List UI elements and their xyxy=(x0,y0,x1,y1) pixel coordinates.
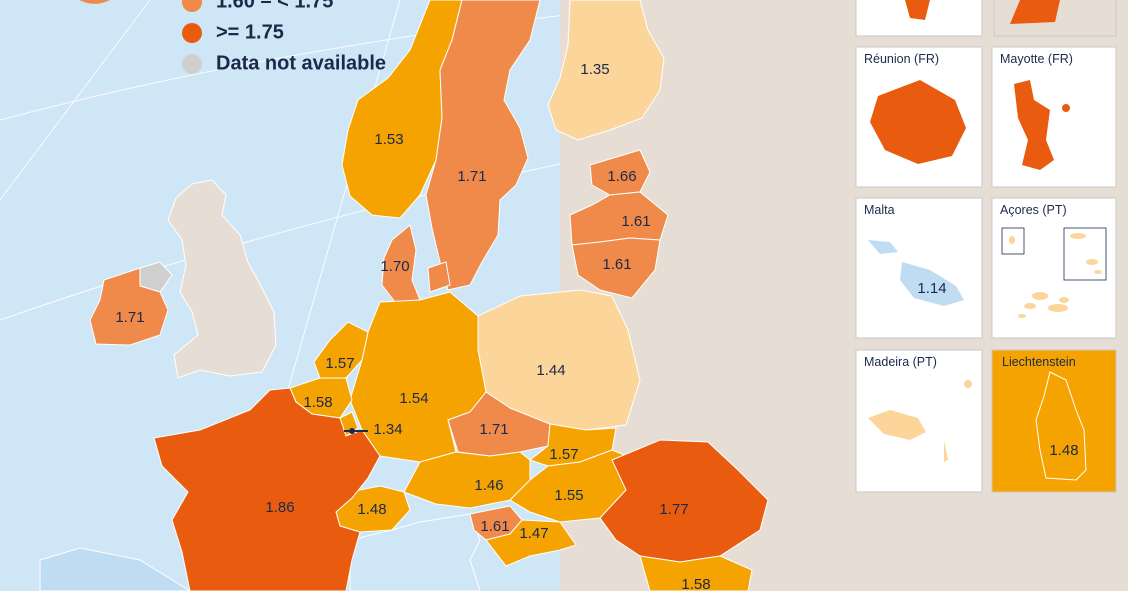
malta-gozo xyxy=(868,240,898,254)
austria xyxy=(403,451,531,509)
label-ireland: 1.71 xyxy=(115,309,144,326)
label-latvia: 1.61 xyxy=(621,213,650,230)
label-croatia: 1.61 xyxy=(480,518,509,535)
spain-fragment xyxy=(39,547,191,591)
label-poland: 1.44 xyxy=(536,362,565,379)
sweden xyxy=(425,0,541,291)
label-slovakia: 1.57 xyxy=(549,446,578,463)
label-romania: 1.77 xyxy=(659,501,688,518)
label-switzerland: 1.48 xyxy=(357,501,386,518)
label-finland: 1.35 xyxy=(580,61,609,78)
legend-label-1-60-1-75: 1.60 – < 1.75 xyxy=(216,0,333,12)
label-luxembourg: 1.34 xyxy=(373,421,402,438)
inset-top-left-shape xyxy=(905,0,930,20)
label-sweden: 1.71 xyxy=(457,168,486,185)
label-lithuania: 1.61 xyxy=(602,256,631,273)
bulgaria xyxy=(639,555,753,591)
finland xyxy=(547,0,665,141)
inset-liechtenstein-title: Liechtenstein xyxy=(1002,355,1076,369)
label-slovenia: 1.47 xyxy=(519,525,548,542)
legend-partial-swatch xyxy=(79,0,110,4)
azores-subframe-central xyxy=(1063,227,1107,281)
insets: Réunion (FR) Mayotte (FR) Malta 1.14 Aço… xyxy=(855,0,1117,493)
inset-liechtenstein-value: 1.48 xyxy=(1049,442,1078,459)
legend-label-ge-1-75: >= 1.75 xyxy=(216,21,284,43)
italy xyxy=(349,513,481,591)
lithuania xyxy=(571,237,661,299)
inset-azores-title: Açores (PT) xyxy=(1000,203,1067,217)
label-hungary: 1.55 xyxy=(554,487,583,504)
inset-mayotte-title: Mayotte (FR) xyxy=(1000,52,1073,66)
netherlands xyxy=(313,321,369,379)
region-labels: 1.86 1.77 1.71 1.71 1.71 1.70 1.66 1.61 … xyxy=(115,61,710,591)
azores-islands xyxy=(1009,233,1102,318)
label-czechia: 1.71 xyxy=(479,421,508,438)
inset-reunion-title: Réunion (FR) xyxy=(864,52,939,66)
legend-swatch-no-data xyxy=(182,54,202,74)
madeira-desertas xyxy=(944,440,948,462)
reunion-shape xyxy=(870,80,966,164)
legend: 1.60 – < 1.75 >= 1.75 Data not available xyxy=(79,0,386,74)
label-germany: 1.54 xyxy=(399,390,428,407)
legend-swatch-ge-1-75 xyxy=(182,23,202,43)
legend-label-no-data: Data not available xyxy=(216,52,386,74)
inset-liechtenstein-frame xyxy=(991,349,1117,493)
liechtenstein-outline xyxy=(1035,371,1087,481)
label-belgium: 1.58 xyxy=(303,394,332,411)
label-bulgaria: 1.58 xyxy=(681,576,710,591)
label-denmark: 1.70 xyxy=(380,258,409,275)
label-netherlands: 1.57 xyxy=(325,355,354,372)
inset-malta-title: Malta xyxy=(864,203,895,217)
madeira-porto-santo xyxy=(964,380,972,388)
mayotte-shape xyxy=(1014,80,1054,170)
croatia-area xyxy=(485,519,577,567)
label-austria: 1.46 xyxy=(474,477,503,494)
inset-malta-value: 1.14 xyxy=(917,280,946,297)
inset-top-right-shape xyxy=(1010,0,1060,24)
ireland xyxy=(89,267,169,346)
label-norway: 1.53 xyxy=(374,131,403,148)
france xyxy=(153,387,381,591)
inset-mayotte-frame xyxy=(991,46,1117,188)
label-france: 1.86 xyxy=(265,499,294,516)
malta-main-island xyxy=(900,262,964,306)
luxembourg-leader-dot xyxy=(349,428,355,434)
great-britain xyxy=(167,179,277,379)
madeira-main-island xyxy=(868,410,926,440)
legend-swatch-1-60-1-75 xyxy=(182,0,202,12)
germany xyxy=(349,291,487,463)
denmark-zealand xyxy=(427,261,451,293)
label-estonia: 1.66 xyxy=(607,168,636,185)
azores-subframe-west xyxy=(1001,227,1025,255)
inset-azores-frame xyxy=(991,197,1117,339)
mayotte-petite-terre xyxy=(1062,104,1070,112)
inset-madeira-title: Madeira (PT) xyxy=(864,355,937,369)
